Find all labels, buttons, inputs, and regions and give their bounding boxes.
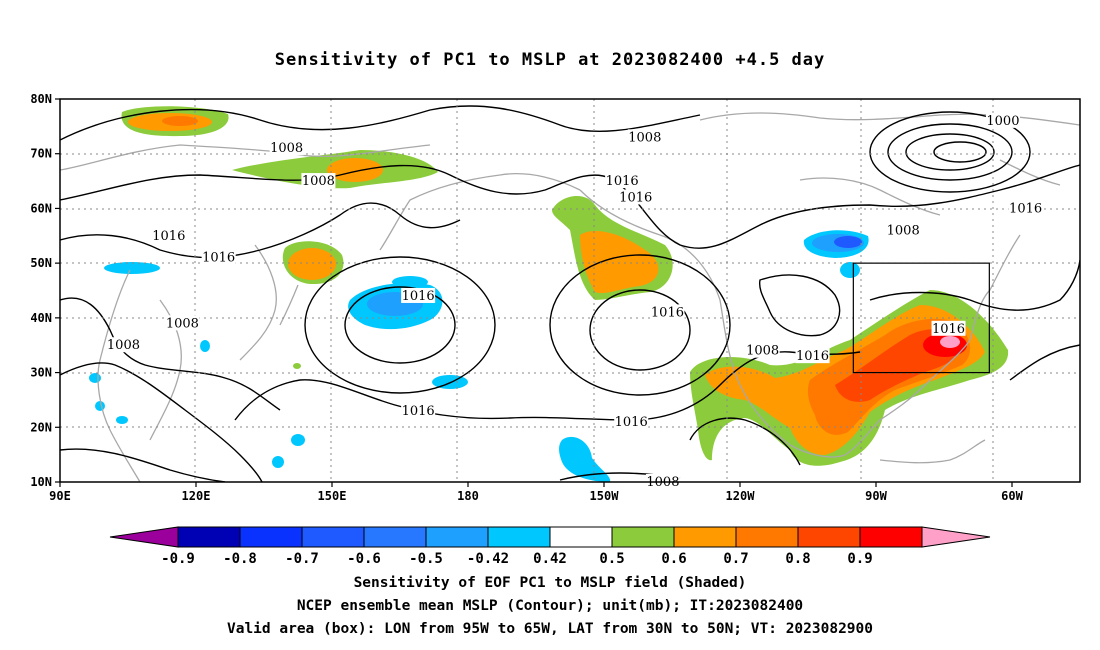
contour-label: 1016 — [618, 189, 653, 205]
map-title: Sensitivity of PC1 to MSLP at 2023082400… — [274, 50, 826, 70]
lon-tick-label: 120W — [726, 489, 756, 503]
colorbar-segment — [487, 526, 551, 548]
contour-label: 1016 — [1008, 200, 1043, 216]
latitude-axis: 80N 70N 60N 50N 40N 30N 20N 10N — [30, 92, 60, 489]
colorbar-segment — [301, 526, 365, 548]
contour-label-text: 1016 — [932, 322, 965, 337]
plot-frame — [59, 98, 1081, 483]
contour-label-text: 1016 — [796, 349, 829, 364]
contour-label-text: 1008 — [270, 141, 303, 156]
contour-label: 1016 — [605, 173, 640, 189]
colorbar: -0.9 -0.8 -0.7 -0.6 -0.5 -0.42 0.42 0.5 0.6 0.7 0.… — [109, 526, 991, 567]
contour-label: 1008 — [106, 337, 141, 353]
contour-label-text: 1016 — [152, 229, 185, 244]
contour-label-text: 1016 — [402, 289, 435, 304]
colorbar-segment — [611, 526, 675, 548]
colorbar-label: 0.7 — [723, 551, 748, 567]
colorbar-segment — [363, 526, 427, 548]
lat-tick-label: 50N — [30, 256, 52, 270]
colorbar-label: -0.5 — [409, 551, 443, 567]
contour-label: 1016 — [650, 304, 685, 320]
colorbar-label: -0.9 — [161, 551, 195, 567]
colorbar-segment — [549, 526, 613, 548]
colorbar-label: 0.8 — [785, 551, 810, 567]
colorbar-label: -0.8 — [223, 551, 257, 567]
contour-label: 1008 — [165, 315, 200, 331]
contour-label: 1016 — [614, 413, 649, 430]
lon-tick-label: 60W — [1001, 489, 1023, 503]
valid-area-box — [852, 262, 990, 374]
contour-label: 1016 — [401, 287, 436, 304]
colorbar-label: 0.6 — [661, 551, 686, 567]
contour-label: 1016 — [151, 227, 186, 244]
contour-label: 1008 — [745, 342, 780, 359]
colorbar-segment — [735, 526, 799, 548]
lon-tick-label: 90W — [865, 489, 887, 503]
caption-valid-area: Valid area (box): LON from 95W to 65W, L… — [226, 621, 873, 637]
contour-label-text: 1008 — [887, 223, 920, 238]
lon-tick-label: 150W — [590, 489, 620, 503]
lat-tick-label: 10N — [30, 475, 52, 489]
lat-tick-label: 30N — [30, 366, 52, 380]
lat-tick-label: 80N — [30, 92, 52, 106]
colorbar-label: 0.42 — [533, 551, 567, 567]
contour-label: 1008 — [627, 129, 662, 145]
caption-shaded: Sensitivity of EOF PC1 to MSLP field (Sh… — [353, 575, 747, 591]
longitude-axis: 90E 120E 150E 180 150W 120W 90W 60W — [49, 482, 1024, 503]
lon-tick-label: 120E — [182, 489, 211, 503]
contour-label-text: 1000 — [986, 114, 1019, 129]
contour-label-text: 1016 — [615, 415, 648, 430]
contour-label: 1016 — [401, 402, 436, 419]
colorbar-label: 0.9 — [847, 551, 872, 567]
contour-label: 1000 — [985, 112, 1020, 129]
colorbar-label: -0.6 — [347, 551, 381, 567]
contour-label: 1008 — [269, 140, 304, 156]
colorbar-segment — [239, 526, 303, 548]
colorbar-segment — [797, 526, 861, 548]
contour-label-text: 1008 — [628, 130, 661, 145]
contour-label-text: 1016 — [651, 305, 684, 320]
colorbar-segment — [177, 526, 241, 548]
lon-tick-label: 150E — [318, 489, 347, 503]
colorbar-label: 0.5 — [599, 551, 624, 567]
contour-label-text: 1008 — [166, 316, 199, 331]
contour-label-text: 1008 — [302, 174, 335, 189]
lat-tick-label: 20N — [30, 420, 52, 434]
contour-label-text: 1016 — [402, 404, 435, 419]
colorbar-segment — [673, 526, 737, 548]
contour-label-text: 1008 — [746, 344, 779, 359]
colorbar-segment — [859, 526, 923, 548]
colorbar-low-extend — [109, 526, 179, 548]
contour-label-text: 1016 — [606, 174, 639, 189]
contour-label: 1008 — [301, 173, 336, 189]
contour-label-text: 1016 — [1009, 201, 1042, 216]
colorbar-label: -0.42 — [467, 551, 509, 567]
contour-label-text: 1016 — [619, 190, 652, 205]
contour-label: 1016 — [931, 320, 966, 337]
lon-tick-label: 180 — [457, 489, 479, 503]
positive-sensitivity-shading — [121, 106, 1009, 466]
colorbar-label: -0.7 — [285, 551, 319, 567]
lat-tick-label: 60N — [30, 201, 52, 215]
caption-contour: NCEP ensemble mean MSLP (Contour); unit(… — [296, 598, 804, 614]
contour-label: 1016 — [201, 249, 236, 266]
lat-tick-label: 70N — [30, 147, 52, 161]
contour-label-text: 1008 — [107, 338, 140, 353]
contour-label: 1016 — [795, 348, 830, 364]
colorbar-high-extend — [921, 526, 991, 548]
colorbar-segment — [425, 526, 489, 548]
lat-tick-label: 40N — [30, 311, 52, 325]
graticule — [60, 99, 1080, 482]
contour-label: 1008 — [886, 222, 921, 238]
lon-tick-label: 90E — [49, 489, 71, 503]
contour-label-text: 1016 — [202, 251, 235, 266]
